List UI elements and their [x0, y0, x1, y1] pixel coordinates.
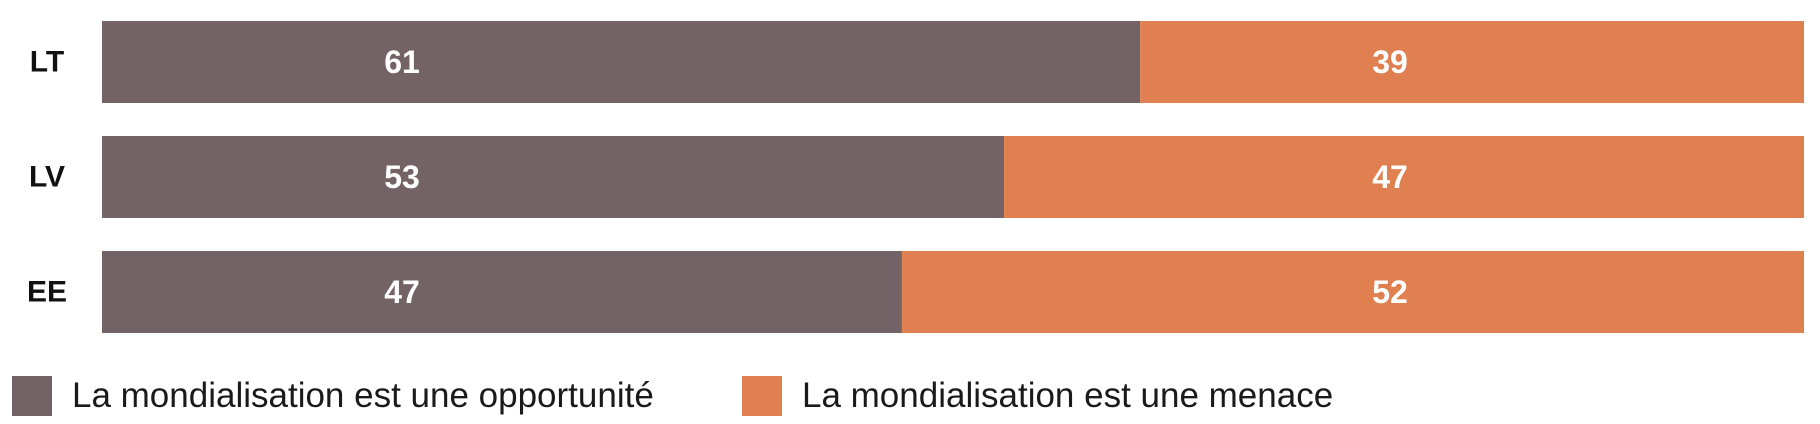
data-label-ee-series-1: 52 [1372, 274, 1408, 310]
bar-lt-series-1 [1140, 21, 1804, 103]
legend-item-opportunite: La mondialisation est une opportunité [12, 376, 654, 416]
data-label-lv-series-0: 53 [384, 159, 420, 195]
data-label-lt-series-1: 39 [1372, 44, 1408, 80]
bar-ee-series-1 [901, 251, 1804, 333]
legend-swatch-opportunite [12, 376, 52, 416]
legend-label-menace: La mondialisation est une menace [802, 376, 1334, 415]
stacked-bar-chart: LT 61 39 LV 53 47 EE 47 52 [27, 21, 1804, 333]
data-label-lv-series-1: 47 [1372, 159, 1408, 195]
legend-item-menace: La mondialisation est une menace [742, 376, 1333, 416]
data-label-lt-series-0: 61 [384, 44, 420, 80]
bar-lv-series-0 [102, 136, 1005, 218]
legend-label-opportunite: La mondialisation est une opportunité [72, 376, 654, 415]
data-label-ee-series-0: 47 [384, 274, 420, 310]
category-label-lv: LV [29, 161, 65, 194]
category-label-lt: LT [30, 46, 64, 79]
bar-lv-series-1 [1004, 136, 1804, 218]
legend-swatch-menace [742, 376, 782, 416]
bar-ee-series-0 [102, 251, 902, 333]
category-label-ee: EE [27, 276, 67, 309]
bar-lt-series-0 [102, 21, 1141, 103]
